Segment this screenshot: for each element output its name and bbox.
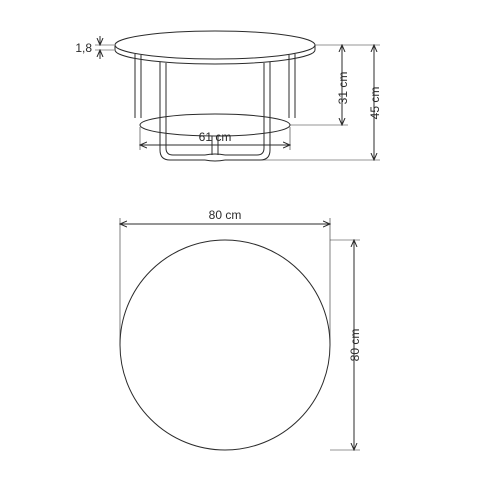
tabletop-circle <box>120 240 330 450</box>
top-view: 80 cm 80 cm <box>120 208 362 450</box>
dim-overall-height: 45 cm <box>368 45 382 160</box>
dim-top-depth-label: 80 cm <box>348 329 362 362</box>
tabletop-bottom-edge <box>115 50 315 64</box>
dim-shelf-height-label: 31 cm <box>336 72 350 105</box>
dim-top-width-label: 80 cm <box>209 208 242 222</box>
dim-overall-height-label: 45 cm <box>368 87 382 120</box>
dim-thickness-label: 1,8 <box>75 41 92 55</box>
dim-shelf-width-label: 61 cm <box>199 130 232 144</box>
dim-thickness: 1,8 <box>75 36 114 59</box>
dim-top-depth: 80 cm <box>330 240 362 450</box>
technical-drawing: 1,8 61 cm 31 cm 45 cm <box>0 0 500 500</box>
dim-shelf-height: 31 cm <box>336 45 350 125</box>
dim-top-width: 80 cm <box>120 208 330 345</box>
dim-shelf-width: 61 cm <box>140 127 290 150</box>
tabletop-top-edge <box>115 31 315 59</box>
side-view: 1,8 61 cm 31 cm 45 cm <box>75 31 382 161</box>
